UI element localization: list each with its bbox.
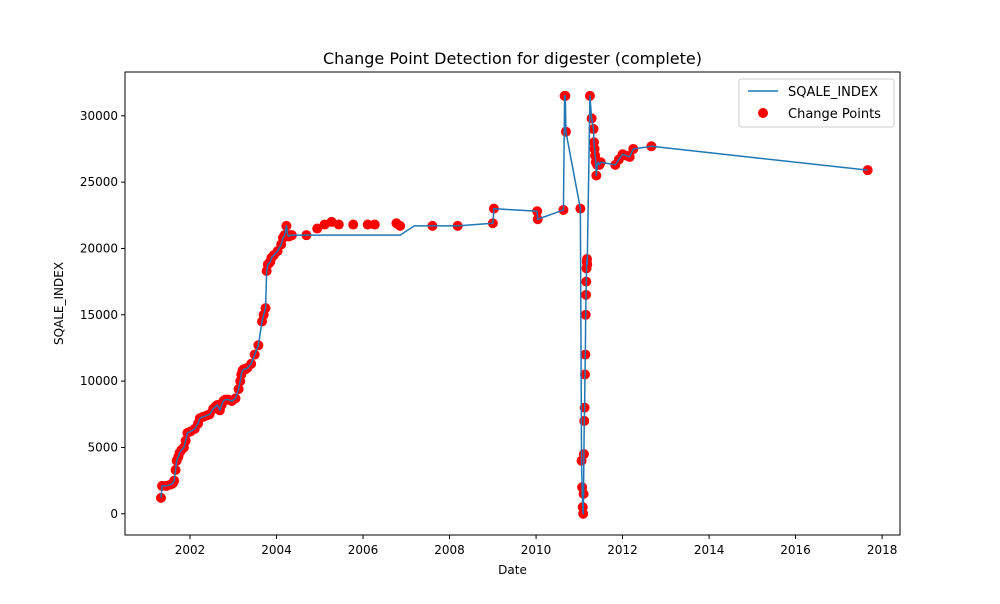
x-tick-label: 2002 — [175, 543, 206, 557]
y-tick-label: 5000 — [87, 440, 118, 454]
plot-background — [125, 72, 900, 535]
x-tick-label: 2004 — [261, 543, 292, 557]
x-tick-label: 2006 — [348, 543, 379, 557]
y-tick-label: 30000 — [80, 109, 118, 123]
legend: SQALE_INDEX Change Points — [738, 78, 895, 128]
y-tick-label: 0 — [110, 507, 118, 521]
x-axis-label: Date — [498, 563, 527, 577]
x-tick-label: 2008 — [434, 543, 465, 557]
x-tick-label: 2018 — [867, 543, 898, 557]
y-tick-label: 20000 — [80, 241, 118, 255]
y-tick-label: 10000 — [80, 374, 118, 388]
plot-frame — [124, 71, 901, 536]
sqale-index-line — [160, 95, 868, 515]
x-tick-label: 2016 — [780, 543, 811, 557]
legend-label-line: SQALE_INDEX — [788, 85, 878, 100]
change-point — [362, 219, 373, 230]
y-axis-label: SQALE_INDEX — [52, 262, 66, 345]
change-point — [395, 220, 406, 231]
chart-title: Change Point Detection for digester (com… — [323, 49, 702, 68]
plot-area — [124, 71, 901, 536]
change-point — [369, 219, 380, 230]
legend-point-swatch — [758, 108, 768, 118]
change-point — [348, 219, 359, 230]
x-axis: 2002 2004 2006 2008 2010 2012 2014 2016 2018 — [175, 535, 898, 557]
change-point — [333, 219, 344, 230]
change-point — [312, 223, 323, 234]
x-tick-label: 2014 — [694, 543, 725, 557]
legend-label-points: Change Points — [788, 107, 881, 122]
x-tick-label: 2012 — [607, 543, 638, 557]
y-axis: 0 5000 10000 15000 20000 25000 30000 — [80, 109, 125, 521]
x-tick-label: 2010 — [521, 543, 552, 557]
y-tick-label: 25000 — [80, 175, 118, 189]
y-tick-label: 15000 — [80, 308, 118, 322]
